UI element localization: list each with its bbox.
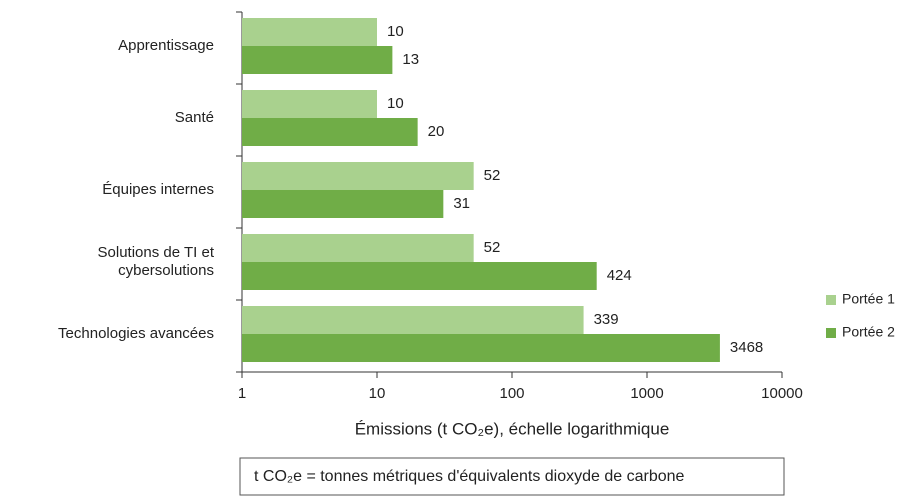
value-label: 339 (594, 311, 619, 328)
y-tick-label: Équipes internes (102, 181, 214, 198)
x-axis-title: Émissions (t CO₂e), échelle logarithmiqu… (355, 419, 670, 438)
bar (242, 190, 444, 218)
value-label: 424 (607, 267, 632, 284)
x-tick-label: 1000 (630, 385, 663, 402)
y-tick-label: Apprentissage (118, 37, 214, 54)
value-label: 31 (453, 195, 470, 212)
bar (242, 234, 474, 262)
x-tick-label: 10000 (761, 385, 803, 402)
x-tick-label: 10 (369, 385, 386, 402)
bar (242, 118, 418, 146)
value-label: 10 (387, 23, 404, 40)
bar (242, 262, 597, 290)
y-tick-label: Santé (175, 109, 214, 126)
x-tick-label: 100 (499, 385, 524, 402)
y-tick-label: Solutions de TI et cybersolutions (98, 244, 215, 279)
value-label: 52 (484, 167, 501, 184)
bar (242, 18, 377, 46)
legend-label: Portée 1 (842, 291, 895, 307)
bar (242, 46, 393, 74)
note-box (239, 457, 785, 496)
x-tick-label: 1 (238, 385, 246, 402)
value-label: 3468 (730, 339, 763, 356)
value-label: 52 (484, 239, 501, 256)
value-label: 10 (387, 95, 404, 112)
bar (242, 306, 584, 334)
legend-label: Portée 2 (842, 324, 895, 340)
value-label: 13 (402, 51, 419, 68)
bar (242, 90, 377, 118)
y-tick-label: Technologies avancées (58, 325, 214, 342)
legend-swatch (826, 295, 836, 305)
note: t CO₂e = tonnes métriques d'équivalents … (254, 468, 685, 485)
legend-swatch (826, 328, 836, 338)
bar (242, 334, 720, 362)
bar (242, 162, 474, 190)
value-label: 20 (428, 123, 445, 140)
